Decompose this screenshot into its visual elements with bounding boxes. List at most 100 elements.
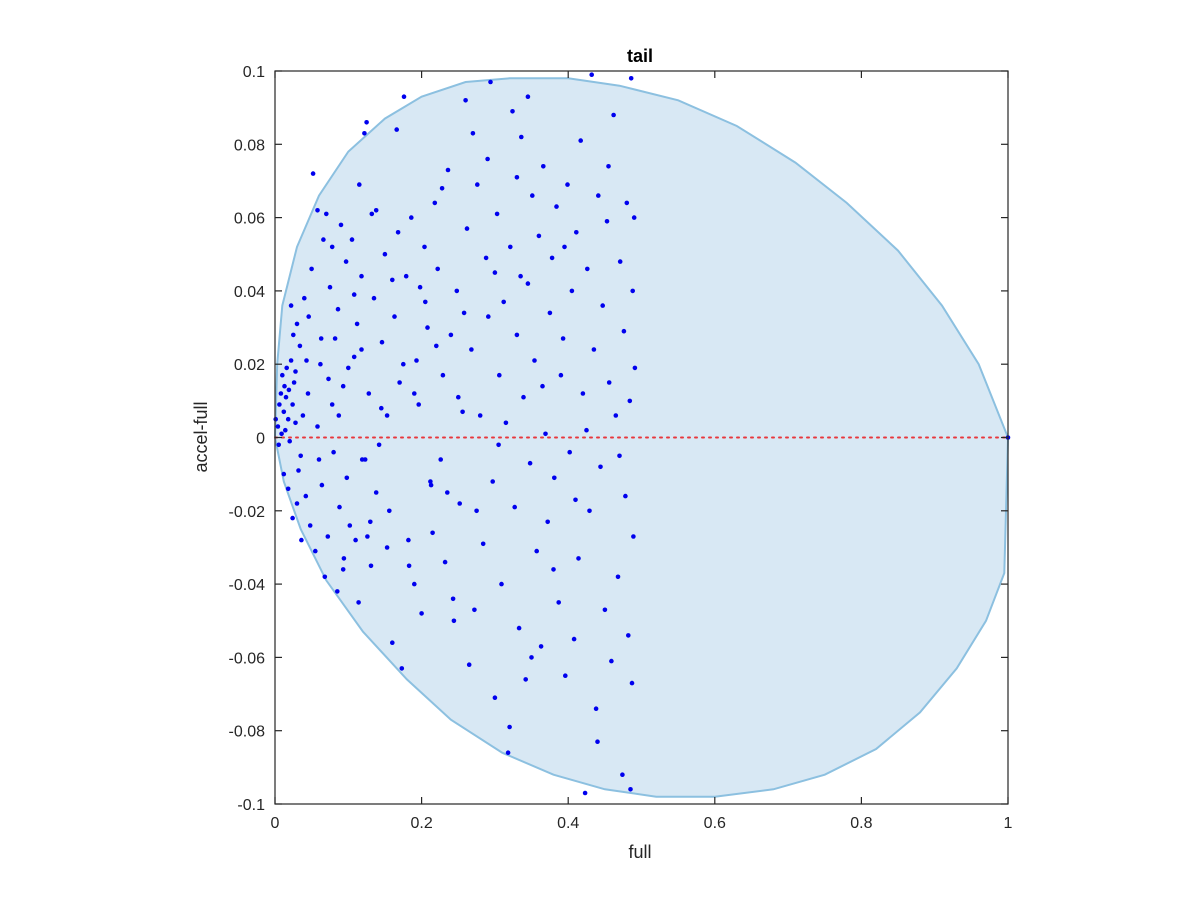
- data-point: [357, 182, 362, 187]
- data-point: [279, 431, 284, 437]
- data-point: [617, 259, 623, 264]
- data-point: [469, 347, 474, 352]
- data-point: [373, 490, 379, 495]
- data-point: [343, 259, 349, 264]
- data-point: [582, 790, 588, 796]
- data-point: [412, 391, 417, 396]
- data-point: [490, 479, 496, 484]
- data-point: [316, 457, 322, 462]
- data-point: [556, 600, 561, 605]
- data-point: [434, 343, 439, 349]
- data-point: [319, 482, 325, 488]
- data-point: [310, 171, 316, 176]
- data-point: [604, 219, 610, 224]
- data-point: [576, 556, 581, 561]
- data-point: [397, 380, 402, 385]
- data-point: [327, 284, 333, 290]
- data-point: [325, 534, 331, 539]
- data-point: [379, 405, 384, 411]
- data-point: [371, 295, 377, 301]
- data-point: [494, 211, 500, 217]
- data-point: [412, 581, 417, 587]
- chart-title: tail: [627, 46, 653, 66]
- data-point: [382, 251, 388, 257]
- data-point: [527, 460, 533, 466]
- data-point: [523, 677, 528, 682]
- data-point: [417, 284, 423, 290]
- data-point: [598, 464, 603, 470]
- data-point: [492, 695, 498, 700]
- data-point: [340, 567, 346, 572]
- data-point: [617, 453, 622, 459]
- data-point: [283, 427, 288, 433]
- x-tick-label: 0.6: [704, 815, 726, 832]
- data-point: [514, 332, 520, 338]
- data-point: [306, 314, 312, 319]
- data-point: [356, 600, 361, 605]
- data-point: [335, 306, 341, 312]
- data-point: [464, 226, 470, 231]
- data-point: [516, 625, 522, 631]
- data-point: [536, 233, 542, 239]
- data-point: [336, 413, 342, 418]
- data-point: [428, 482, 434, 488]
- data-point: [293, 420, 298, 426]
- data-point: [463, 98, 468, 103]
- data-point: [428, 479, 433, 484]
- y-tick-label: 0.02: [234, 357, 265, 374]
- data-point: [593, 706, 599, 711]
- data-point: [344, 475, 350, 481]
- data-point: [518, 273, 523, 279]
- data-point: [303, 493, 309, 499]
- data-point: [373, 208, 379, 213]
- data-point: [501, 299, 507, 305]
- data-point: [294, 501, 300, 506]
- data-point: [359, 273, 364, 279]
- data-point: [626, 633, 631, 638]
- data-point: [290, 515, 295, 521]
- data-point: [474, 508, 479, 514]
- data-point: [445, 167, 451, 173]
- data-point: [307, 523, 313, 528]
- data-point: [519, 134, 524, 140]
- data-point: [492, 270, 498, 275]
- data-point: [288, 303, 294, 308]
- data-point: [406, 563, 412, 569]
- data-point: [403, 273, 409, 279]
- data-point: [291, 380, 297, 385]
- data-point: [287, 438, 293, 444]
- data-point: [435, 266, 441, 272]
- data-point: [585, 266, 590, 272]
- data-point: [475, 182, 480, 187]
- data-point: [611, 112, 616, 118]
- data-point: [351, 354, 357, 360]
- data-point: [354, 321, 360, 327]
- data-point: [297, 343, 303, 349]
- data-point: [589, 72, 594, 77]
- data-point: [499, 581, 504, 587]
- data-point: [587, 508, 592, 514]
- data-point: [278, 391, 284, 396]
- data-point: [584, 427, 589, 433]
- x-tick-label: 0.2: [410, 815, 432, 832]
- data-point: [322, 574, 328, 580]
- data-point: [309, 266, 314, 272]
- data-point: [384, 413, 390, 418]
- data-point: [554, 204, 559, 209]
- data-point: [606, 380, 612, 385]
- data-point: [430, 530, 435, 536]
- data-point: [338, 222, 344, 228]
- data-point: [497, 372, 502, 378]
- data-point: [299, 537, 304, 543]
- data-point: [480, 541, 486, 547]
- data-point: [359, 347, 364, 352]
- data-point: [488, 79, 493, 85]
- data-point: [280, 372, 285, 378]
- data-point: [615, 574, 621, 580]
- data-point: [623, 493, 628, 499]
- data-point: [470, 131, 476, 136]
- data-point: [451, 618, 457, 624]
- data-point: [362, 131, 367, 136]
- data-point: [406, 537, 411, 543]
- data-point: [525, 94, 531, 99]
